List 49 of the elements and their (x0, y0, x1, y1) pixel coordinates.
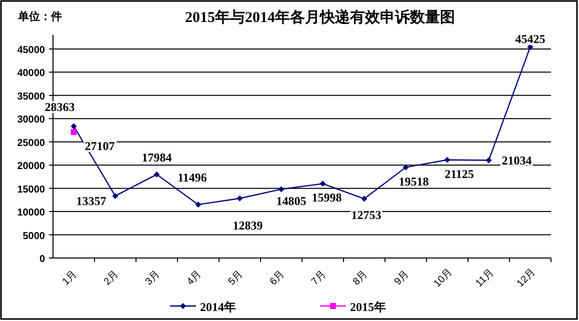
data-label: 21034 (502, 153, 532, 168)
point (320, 180, 326, 187)
point (278, 186, 284, 192)
data-label: 13357 (76, 194, 106, 208)
point (112, 192, 118, 199)
x-tick-label: 3月 (144, 268, 162, 288)
x-tick-label: 2月 (102, 268, 121, 288)
data-label: 15998 (312, 190, 342, 205)
point (361, 196, 368, 202)
x-tick-label: 8月 (351, 268, 370, 288)
y-tick-label: 40000 (17, 68, 46, 80)
y-tick-label: 30000 (17, 114, 46, 126)
point (486, 157, 492, 164)
x-tick-label: 4月 (185, 268, 204, 288)
x-tick-label: 5月 (226, 268, 246, 288)
data-label: 45425 (515, 32, 546, 46)
x-tick-label: 11月 (474, 267, 496, 290)
point (444, 156, 450, 163)
point (70, 129, 77, 136)
y-tick-label: 5000 (22, 230, 46, 242)
data-label: 17984 (142, 150, 172, 164)
x-tick-label: 6月 (268, 268, 287, 288)
point (195, 202, 202, 208)
x-tick-label: 9月 (392, 268, 412, 288)
x-tick-label: 10月 (432, 266, 455, 290)
y-tick-label: 35000 (17, 91, 46, 102)
text: 单位：件 (17, 10, 62, 23)
x-tick-label: 12月 (515, 266, 538, 290)
data-label: 21125 (444, 166, 474, 181)
data-label: 14805 (276, 194, 306, 208)
x-tick-label: 7月 (310, 268, 328, 288)
legend-label: 2015年 (350, 300, 386, 314)
legend-label: 2014年 (200, 300, 236, 314)
y-tick-label: 20000 (17, 161, 46, 172)
data-label: 11496 (178, 170, 207, 185)
y-tick-label: 0 (39, 254, 46, 265)
point (70, 123, 77, 130)
y-tick-label: 15000 (17, 184, 46, 196)
data-label: 19518 (398, 174, 429, 188)
point (236, 195, 243, 202)
y-tick-label: 25000 (17, 138, 46, 149)
data-label: 12839 (232, 218, 263, 232)
y-tick-label: 10000 (17, 208, 46, 219)
data-label: 27107 (84, 139, 115, 154)
x-tick-label: 1月 (60, 268, 80, 288)
y-tick-label: 45000 (17, 44, 46, 56)
point (402, 164, 409, 170)
point (154, 171, 160, 178)
chart-title: 2015年与2014年各月快递有效申诉数量图 (185, 8, 455, 26)
